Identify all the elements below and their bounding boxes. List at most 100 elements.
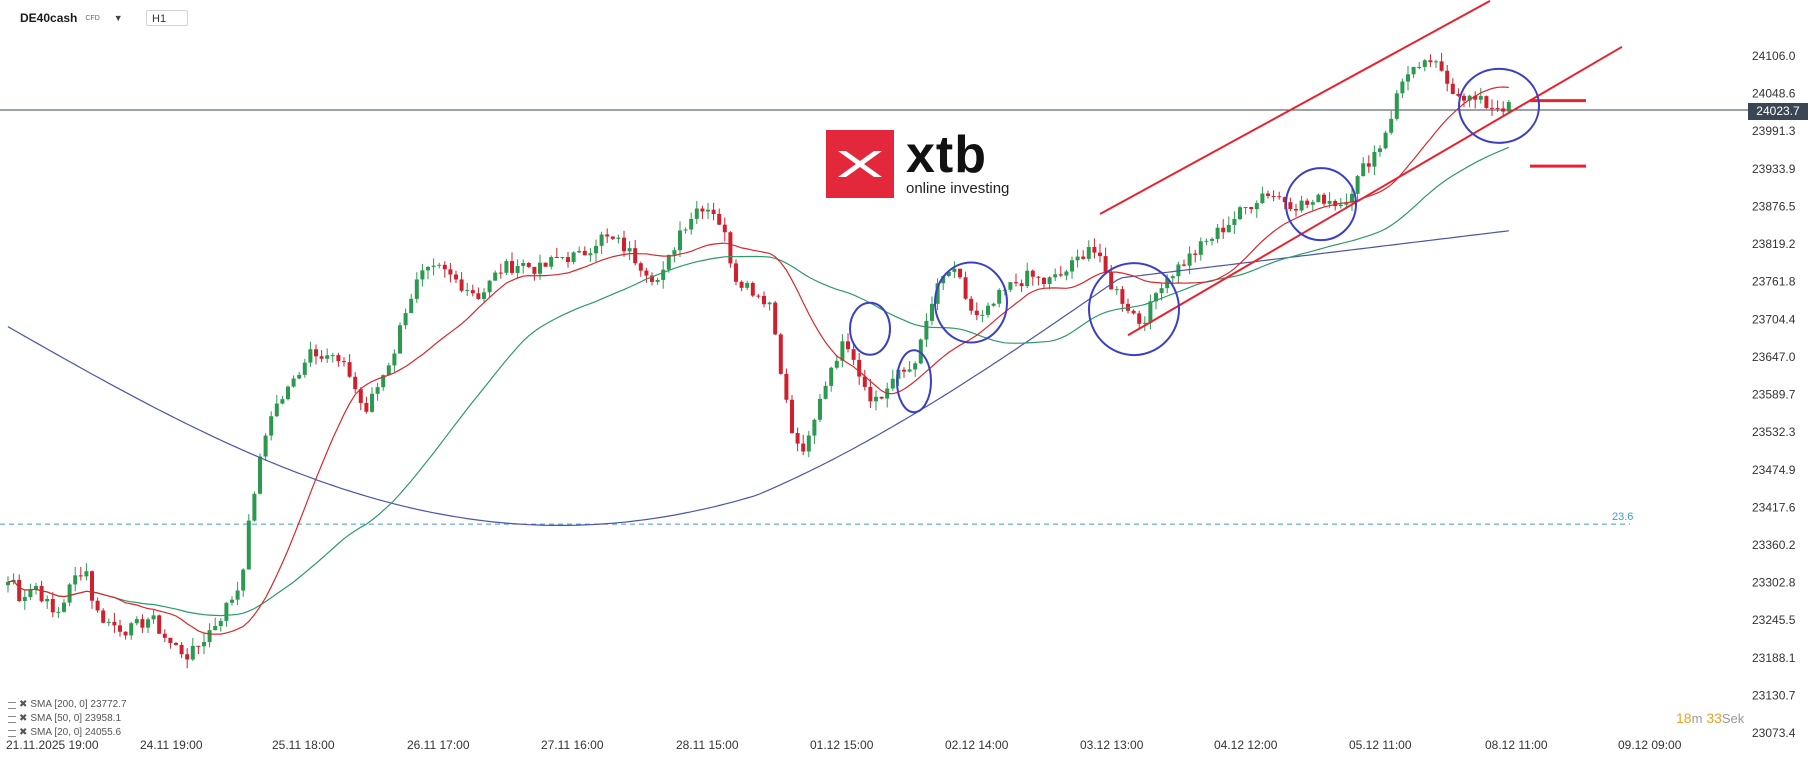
candle-body [1400,81,1405,94]
candle-body [834,360,839,368]
candle-body [1221,227,1226,233]
candle-body [1322,194,1326,204]
candle-body [1294,208,1298,211]
candle-body [381,375,386,388]
candle-body [398,325,402,354]
candle-body [1484,96,1489,108]
candle-body [1053,274,1058,278]
xtb-logo: xtb online investing [826,129,1009,198]
candle-body [795,433,800,444]
candle-body [157,615,162,634]
candle-body [868,386,873,402]
candle-body [112,621,117,626]
candle-body [829,367,834,386]
candle-body [1310,202,1315,205]
candle-body [1243,207,1248,209]
candle-body [151,615,156,620]
x-tick-label: 03.12 13:00 [1080,738,1144,752]
candle-body [902,369,906,372]
legend-item-sma50[interactable]: ✖ SMA [50, 0] 23958.1 [8,712,127,726]
candle-body [207,630,212,643]
symbol-selector[interactable]: DE40cash CFD ▼ [20,11,123,25]
candle-body [179,644,184,655]
candle-body [722,224,727,233]
candle-body [1137,313,1142,324]
y-tick-label: 23819.2 [1752,237,1796,251]
candle-body [862,376,867,387]
candle-body [1098,252,1102,257]
candle-body [806,435,811,452]
candle-body [532,266,537,274]
candle-body [230,599,234,603]
candle-body [1422,60,1427,67]
candle-body [1070,260,1074,272]
candle-body [202,642,206,647]
y-tick-label: 23360.2 [1752,538,1796,552]
candle-body [364,403,369,412]
x-tick-label: 27.11 16:00 [541,738,604,752]
y-tick-label: 23302.8 [1752,576,1796,590]
candle-body [1198,241,1203,255]
candle-body [146,619,150,628]
candle-body [1305,200,1310,205]
candle-body [1238,207,1242,220]
timeframe-select[interactable]: H1 [146,10,188,26]
highlight-circle [849,301,891,356]
candle-body [1394,93,1399,119]
candle-body [1170,276,1175,279]
candle-body [246,520,251,570]
highlight-circle [1458,67,1540,144]
candle-body [330,355,335,357]
candle-body [515,265,520,273]
candle-body [1042,277,1046,284]
candle-body [185,654,190,660]
x-tick-label: 21.11.2025 19:00 [6,738,99,752]
y-tick-label: 24048.6 [1752,87,1796,101]
indicator-legend: ✖ SMA [200, 0] 23772.7 ✖ SMA [50, 0] 23958… [8,698,127,740]
candle-body [1495,107,1500,109]
candle-body [358,389,363,404]
candle-body [1092,246,1097,253]
highlight-circle [1088,262,1180,357]
chevron-down-icon[interactable]: ▼ [113,13,123,23]
candle-body [605,234,610,237]
candle-body [773,302,778,335]
candle-body [678,230,682,251]
candle-body [1350,193,1354,203]
legend-item-sma200[interactable]: ✖ SMA [200, 0] 23772.7 [8,698,127,712]
candle-body [991,303,996,306]
candle-body [370,393,374,412]
y-tick-label: 23130.7 [1752,688,1796,702]
candle-body [56,611,61,613]
candle-body [353,376,358,390]
legend-item-sma20[interactable]: ✖ SMA [20, 0] 24055.6 [8,726,127,740]
candle-body [1131,310,1136,314]
candle-body [308,349,313,363]
candle-body [935,283,940,304]
candle-body [286,386,290,400]
candle-body [890,378,895,389]
candle-body [62,602,66,612]
candle-body [694,208,699,219]
candle-body [997,289,1002,304]
candle-body [1406,74,1410,82]
candle-body [106,621,111,623]
x-tick-label: 04.12 12:00 [1214,738,1278,752]
y-tick-label: 23073.4 [1752,726,1796,740]
candle-body [1019,283,1024,287]
candle-body [95,600,100,611]
candle-body [734,263,738,282]
candle-body [140,619,145,628]
candle-body [1232,219,1237,225]
timer-seconds: 33 [1706,710,1722,726]
candle-body [1086,246,1091,259]
fib-level-label: 23.6 [1612,511,1633,523]
candle-body [1047,277,1052,284]
candle-body [969,298,974,311]
candle-body [728,232,733,264]
candle-body [1434,61,1438,63]
candle-body [476,293,481,300]
candle-body [342,361,346,363]
sma-200-line [7,230,1509,526]
